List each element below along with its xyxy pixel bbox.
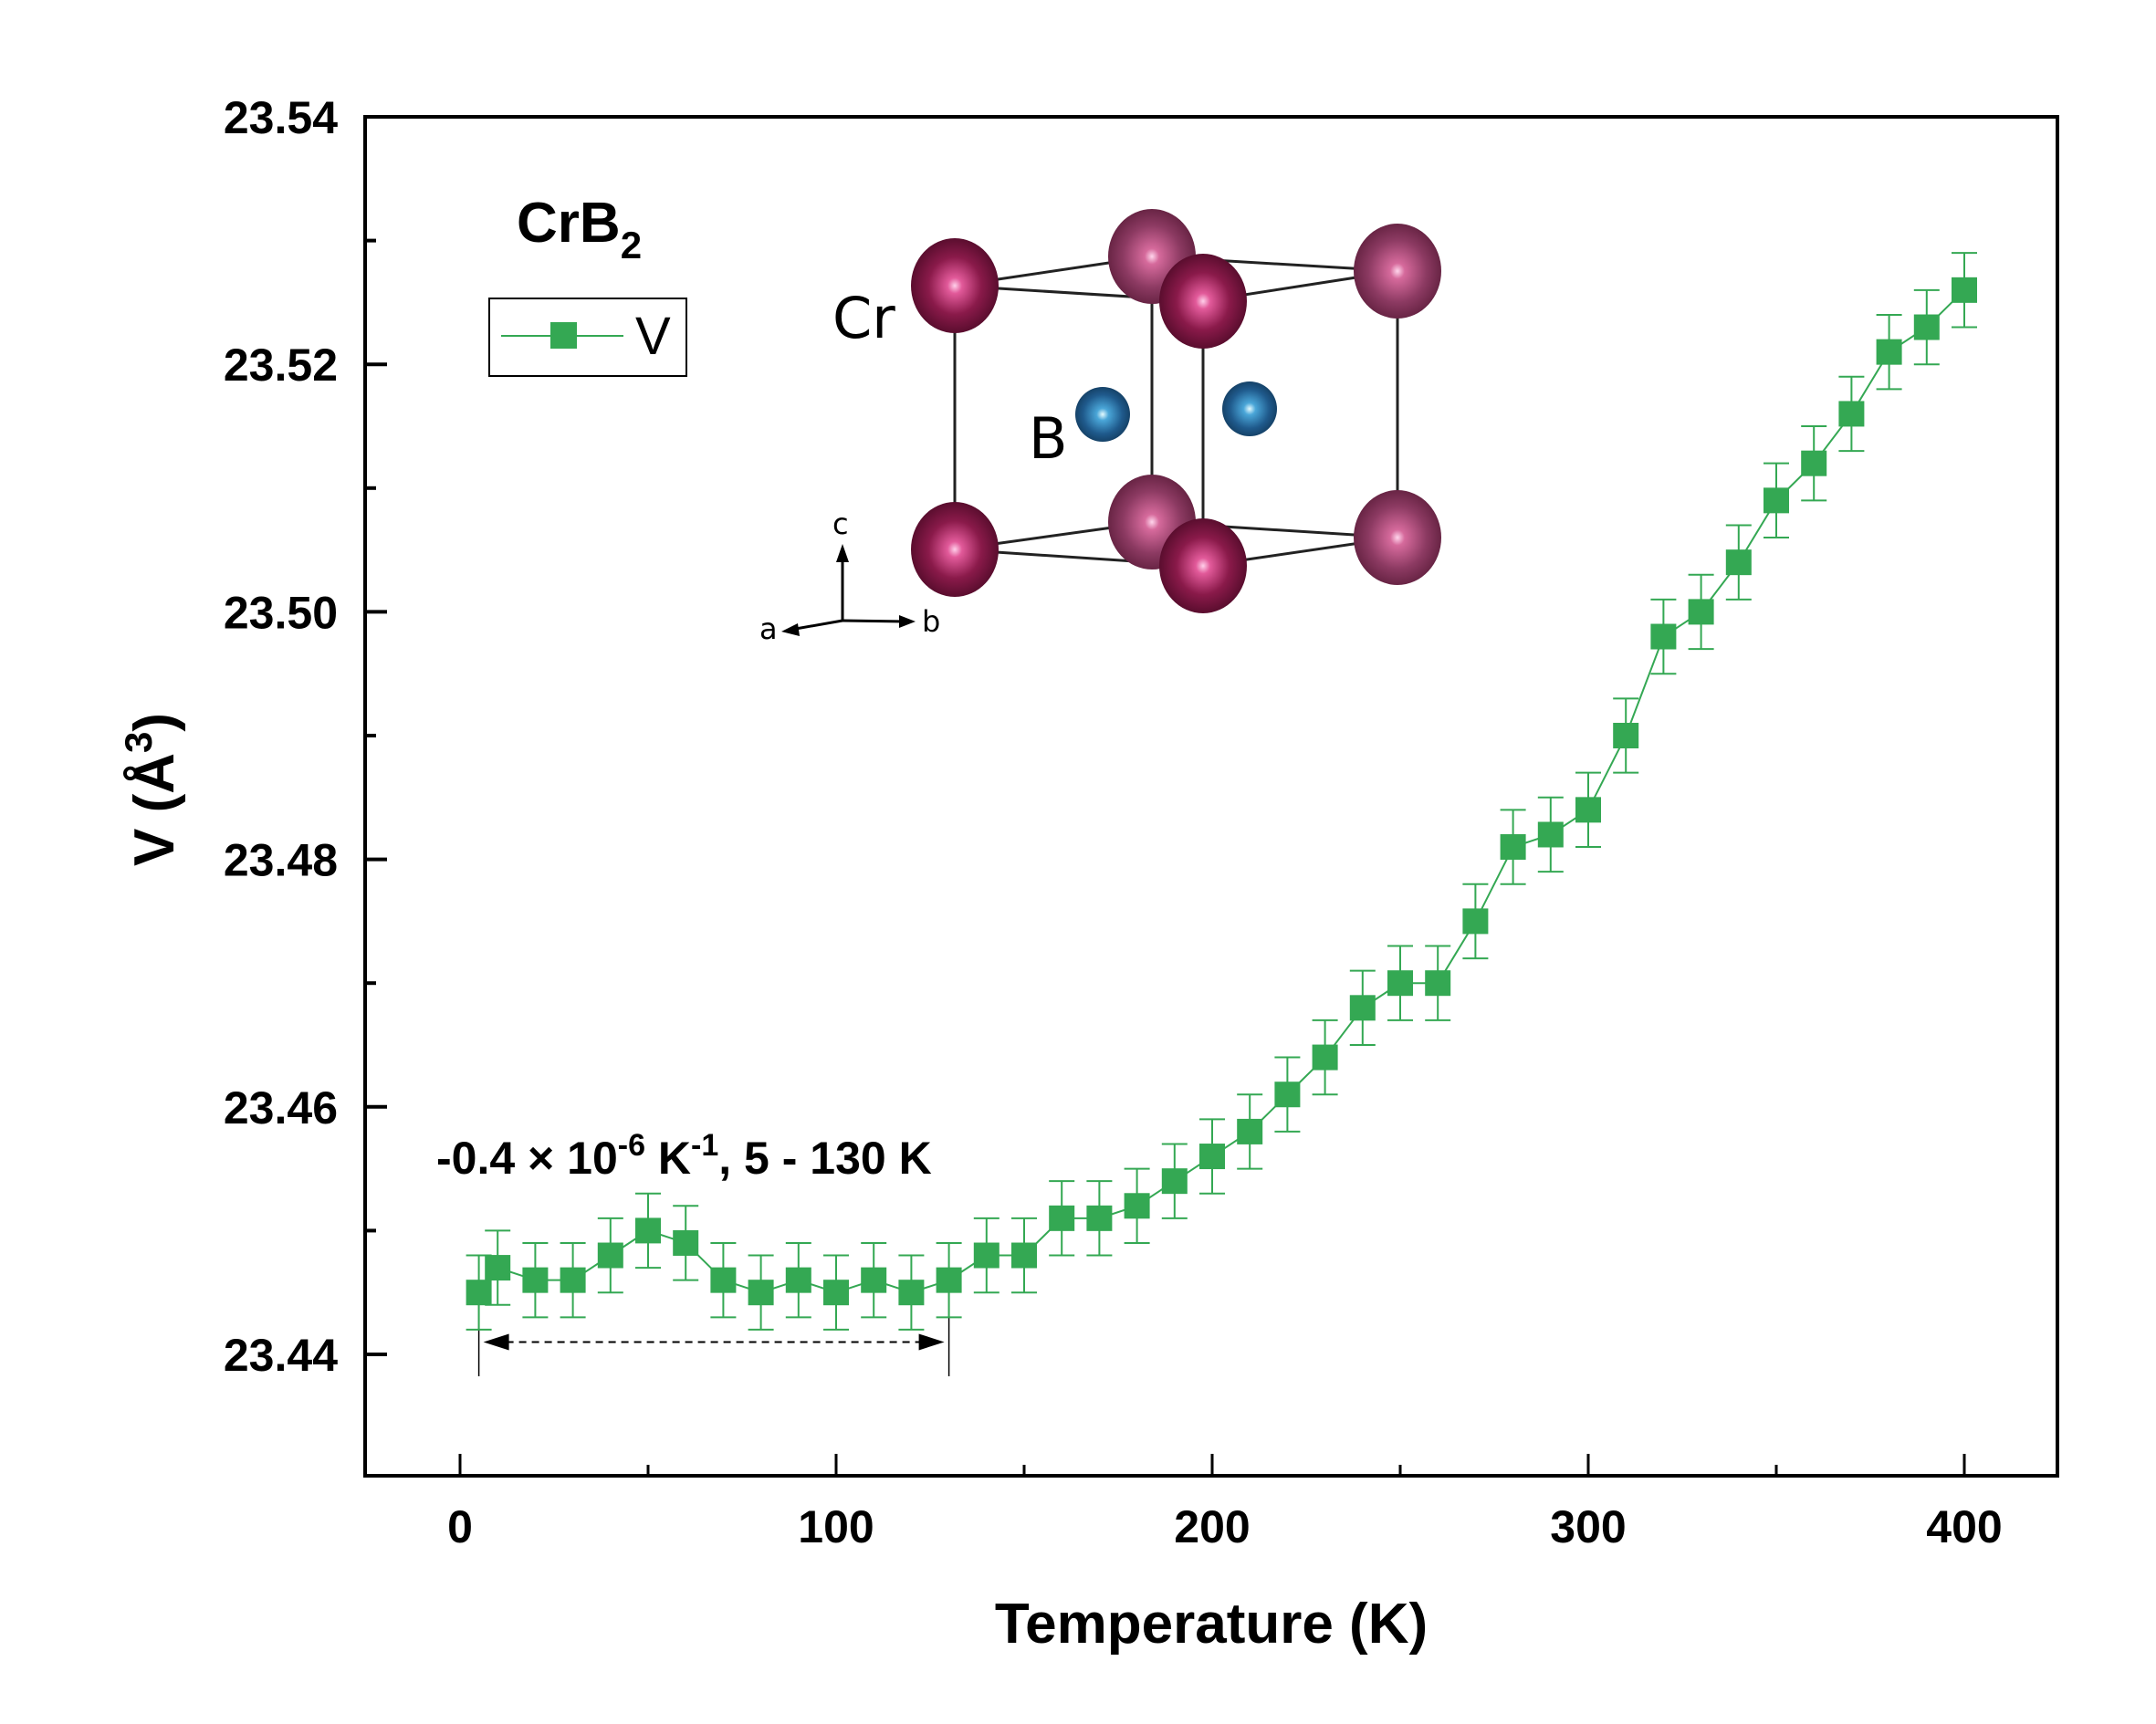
- lattice-axes: [781, 544, 916, 636]
- y-tick-label: 23.52: [224, 340, 338, 391]
- data-point: [1312, 1044, 1338, 1071]
- data-point: [597, 1242, 623, 1269]
- x-tick-label: 300: [1550, 1501, 1626, 1552]
- data-point: [1237, 1118, 1263, 1144]
- data-point: [936, 1267, 962, 1293]
- b-atom: [1075, 387, 1130, 442]
- cr-atom: [1159, 518, 1247, 613]
- data-point: [898, 1280, 925, 1306]
- data-point: [1537, 821, 1564, 848]
- cr-atom: [911, 502, 999, 597]
- y-tick-label: 23.46: [224, 1082, 338, 1134]
- data-point: [485, 1255, 511, 1281]
- data-point: [1688, 599, 1714, 625]
- x-axis-title: Temperature (K): [995, 1593, 1428, 1656]
- data-point: [1801, 450, 1827, 476]
- cr-atom: [1159, 254, 1247, 349]
- range-marker: [477, 1280, 950, 1376]
- b-label: B: [1029, 405, 1068, 472]
- data-point: [1650, 623, 1677, 650]
- data-point: [635, 1217, 661, 1244]
- data-point: [1274, 1081, 1301, 1108]
- legend: V: [488, 298, 687, 377]
- data-point: [673, 1229, 699, 1256]
- data-point: [1764, 487, 1789, 514]
- data-point: [1613, 723, 1639, 748]
- data-point: [1161, 1168, 1188, 1195]
- data-point: [1725, 549, 1752, 576]
- range-arrow-head-left: [483, 1333, 509, 1351]
- axis-ticks: [365, 115, 1966, 1476]
- legend-marker: [550, 322, 577, 349]
- legend-box: [488, 298, 687, 377]
- data-point: [1199, 1144, 1225, 1170]
- x-tick-label: 100: [798, 1501, 874, 1552]
- data-point: [1838, 401, 1865, 427]
- data-point: [1876, 339, 1902, 365]
- x-tick-label: 200: [1174, 1501, 1250, 1552]
- cte-annotation: -0.4 × 10-6 K-1, 5 - 130 K: [436, 1128, 932, 1184]
- data-point: [1575, 797, 1601, 823]
- lattice-axis-c: c: [832, 507, 849, 541]
- data-point: [1124, 1193, 1150, 1219]
- data-point: [1387, 970, 1413, 997]
- data-point: [1913, 314, 1940, 340]
- range-arrow-head-right: [918, 1333, 945, 1351]
- data-point: [1049, 1205, 1075, 1231]
- cr-atom: [911, 238, 999, 333]
- cr-label: Cr: [832, 285, 895, 351]
- y-tick-label: 23.44: [224, 1330, 338, 1381]
- data-point: [1462, 908, 1489, 935]
- crystal-structure-inset: Cr B c a b: [759, 209, 1441, 646]
- data-point: [1349, 995, 1376, 1021]
- b-atom: [1222, 381, 1277, 436]
- data-point: [785, 1267, 811, 1293]
- data-point: [1500, 834, 1526, 861]
- cr-atom: [1354, 224, 1441, 319]
- data-point: [1952, 277, 1977, 303]
- data-point: [748, 1280, 774, 1306]
- data-point: [1086, 1205, 1113, 1231]
- x-tick-label: 0: [447, 1501, 473, 1552]
- data-point: [1011, 1242, 1037, 1269]
- data-point: [466, 1280, 492, 1306]
- data-point: [522, 1267, 549, 1293]
- legend-label: V: [635, 307, 671, 366]
- tick-labels: 0 100 200 300 400 23.44 23.46 23.48 23.50 23.52 23…: [224, 92, 2003, 1552]
- data-point: [861, 1267, 887, 1293]
- y-tick-label: 23.50: [224, 587, 338, 638]
- data-point: [560, 1267, 586, 1293]
- lattice-axis-b: b: [922, 604, 940, 639]
- y-tick-label: 23.54: [224, 92, 338, 143]
- compound-label: CrB2: [517, 192, 642, 266]
- data-point: [710, 1267, 737, 1293]
- data-point: [1425, 970, 1451, 997]
- series-v: [466, 252, 1977, 1331]
- data-point: [823, 1280, 849, 1306]
- lattice-axis-a: a: [759, 611, 778, 646]
- y-tick-label: 23.48: [224, 835, 338, 886]
- cr-atom: [1354, 490, 1441, 585]
- x-tick-label: 400: [1926, 1501, 2002, 1552]
- data-point: [973, 1242, 1000, 1269]
- y-axis-title: V (Å3): [117, 713, 186, 866]
